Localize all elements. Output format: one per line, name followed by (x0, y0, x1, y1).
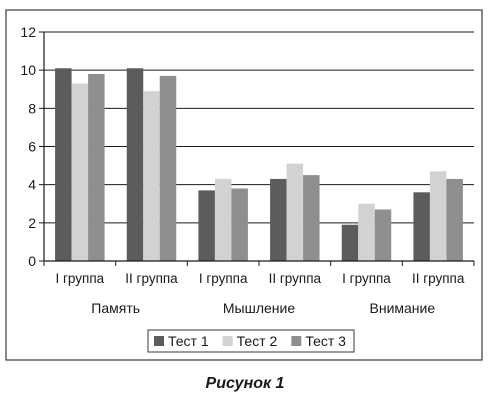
bar (413, 192, 430, 261)
y-axis-ticks: 0 2 4 6 8 10 12 (20, 24, 44, 269)
bar (286, 163, 304, 261)
y-tick-label: 0 (28, 253, 36, 269)
bar (446, 178, 463, 261)
bar (126, 68, 144, 261)
bar (231, 188, 248, 261)
x-category-label: I группа (55, 271, 104, 286)
gridlines (44, 31, 474, 224)
bar (88, 73, 105, 261)
x-category-label: II группа (125, 271, 178, 286)
legend-label: Тест 3 (305, 333, 346, 349)
y-tick-label: 2 (28, 215, 36, 231)
legend: Тест 1 Тест 2 Тест 3 (147, 329, 355, 353)
bar (270, 178, 287, 261)
x-category-label: I группа (342, 271, 391, 286)
legend-label: Тест 1 (168, 333, 209, 349)
bar (159, 75, 177, 262)
y-tick-label: 12 (20, 24, 36, 40)
legend-swatch (291, 336, 302, 346)
legend-label: Тест 2 (237, 333, 278, 349)
legend-box (147, 329, 355, 353)
x-group-label: Внимание (370, 300, 436, 316)
x-group-label: Память (91, 300, 140, 316)
legend-swatch (222, 336, 233, 346)
legend-swatch (154, 336, 164, 346)
x-category-label: II группа (412, 271, 465, 286)
bars (55, 68, 463, 262)
bar (341, 224, 359, 261)
bar (55, 68, 72, 261)
x-category-label: II группа (269, 271, 322, 286)
y-tick-label: 8 (28, 100, 36, 116)
y-tick-label: 6 (28, 139, 36, 155)
y-tick-label: 4 (28, 177, 36, 193)
x-axis-labels: I группа II группа I группа II группа I груп… (55, 271, 464, 286)
bar (374, 209, 392, 261)
bar (429, 171, 447, 261)
bar (303, 175, 320, 261)
axes (43, 32, 475, 266)
category-group-labels: Память Мышление Внимание (91, 300, 435, 316)
x-category-label: I группа (199, 271, 248, 286)
bar (143, 91, 160, 262)
bar (214, 178, 232, 261)
figure-caption: Рисунок 1 (206, 375, 285, 392)
x-group-label: Мышление (223, 300, 295, 316)
bar (358, 203, 375, 261)
y-tick-label: 10 (20, 62, 36, 78)
bar (71, 83, 89, 262)
bar (198, 190, 215, 261)
